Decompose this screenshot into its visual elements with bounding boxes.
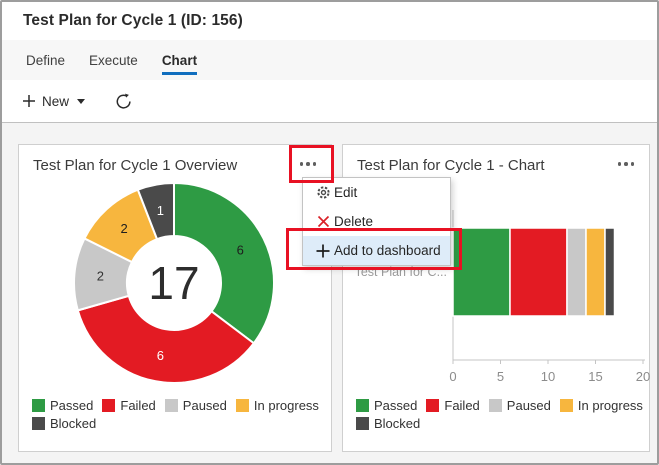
refresh-icon — [115, 93, 132, 110]
legend-swatch-passed — [356, 399, 369, 412]
svg-text:2: 2 — [121, 221, 128, 236]
stacked-bar-chart: 0 5 10 15 20 Test Plan for C... — [355, 210, 650, 384]
legend-label: Failed — [444, 398, 480, 413]
new-button-label: New — [42, 93, 70, 109]
plus-icon — [312, 244, 334, 258]
chevron-down-icon — [77, 98, 86, 104]
header: Test Plan for Cycle 1 (ID: 156) — [2, 2, 657, 40]
svg-text:6: 6 — [157, 348, 164, 363]
context-menu: Edit Delete Add to dashboard — [302, 177, 451, 266]
tab-bar: Define Execute Chart — [2, 40, 657, 80]
chart-legend: Passed Failed Paused In progress Blocked — [356, 398, 652, 431]
svg-text:15: 15 — [588, 369, 602, 384]
svg-text:5: 5 — [497, 369, 504, 384]
svg-text:0: 0 — [449, 369, 456, 384]
widget-chart: Test Plan for Cycle 1 - Chart 0 5 10 15 20 Te… — [342, 144, 650, 452]
legend-swatch-paused — [488, 399, 502, 412]
menu-item-label: Add to dashboard — [334, 243, 441, 258]
widget-title: Test Plan for Cycle 1 Overview — [33, 157, 238, 174]
legend-label: Blocked — [50, 416, 97, 431]
legend-label: In progress — [577, 398, 643, 413]
widget-title: Test Plan for Cycle 1 - Chart — [357, 157, 545, 174]
page-title: Test Plan for Cycle 1 (ID: 156) — [23, 12, 243, 29]
menu-item-edit[interactable]: Edit — [303, 178, 450, 207]
legend-label: Blocked — [374, 416, 421, 431]
widget-menu-button-overview[interactable] — [295, 155, 321, 173]
svg-text:20: 20 — [636, 369, 650, 384]
tab-define[interactable]: Define — [26, 52, 66, 68]
legend-swatch-failed — [426, 399, 440, 412]
delete-x-icon — [312, 215, 334, 228]
new-button[interactable]: New — [20, 90, 87, 113]
svg-text:Test Plan for C...: Test Plan for C... — [355, 265, 447, 279]
legend-swatch-passed — [32, 399, 45, 412]
legend-label: Paused — [506, 398, 551, 413]
tab-execute[interactable]: Execute — [89, 52, 138, 68]
menu-item-label: Edit — [334, 185, 358, 200]
menu-item-label: Delete — [334, 214, 374, 229]
chart-legend: Passed Failed Paused In progress Blocked — [32, 398, 324, 431]
donut-chart: 6 6 2 2 1 17 — [73, 182, 275, 384]
widget-overview: Test Plan for Cycle 1 Overview 6 6 2 2 1 17 P… — [18, 144, 332, 452]
legend-swatch-failed — [102, 399, 116, 412]
widget-menu-button-chart[interactable] — [613, 155, 639, 173]
tab-chart[interactable]: Chart — [161, 40, 198, 80]
svg-text:2: 2 — [97, 269, 104, 284]
svg-text:1: 1 — [157, 203, 164, 218]
legend-label: Paused — [182, 398, 227, 413]
legend-label: Failed — [120, 398, 156, 413]
legend-swatch-paused — [164, 399, 178, 412]
charts-area: Test Plan for Cycle 1 Overview 6 6 2 2 1 17 P… — [2, 123, 657, 463]
legend-label: Passed — [50, 398, 94, 413]
legend-label: In progress — [253, 398, 319, 413]
toolbar: New — [2, 80, 657, 123]
refresh-button[interactable] — [115, 93, 132, 110]
svg-text:17: 17 — [148, 257, 199, 309]
legend-swatch-inprogress — [235, 399, 249, 412]
legend-swatch-blocked — [356, 417, 369, 430]
gear-icon — [312, 185, 334, 200]
svg-text:10: 10 — [541, 369, 555, 384]
svg-text:6: 6 — [237, 243, 244, 258]
legend-label: Passed — [374, 398, 418, 413]
plus-icon — [22, 94, 36, 108]
menu-item-delete[interactable]: Delete — [303, 207, 450, 236]
menu-item-add-to-dashboard[interactable]: Add to dashboard — [303, 236, 450, 265]
legend-swatch-inprogress — [559, 399, 573, 412]
legend-swatch-blocked — [32, 417, 45, 430]
